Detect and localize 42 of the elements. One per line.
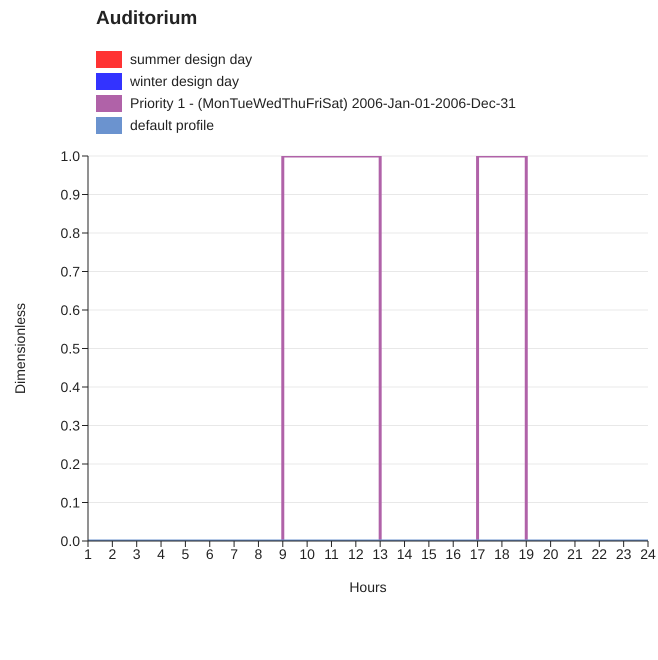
x-tick-label: 22 [592, 546, 608, 562]
legend-label: default profile [130, 117, 214, 133]
x-tick-label: 13 [372, 546, 388, 562]
x-axis-title: Hours [349, 579, 387, 595]
y-tick-label: 0.8 [60, 224, 80, 241]
chart-title: Auditorium [96, 8, 198, 30]
x-tick-label: 8 [254, 546, 263, 562]
x-tick-label: 23 [616, 546, 632, 562]
x-tick-label: 12 [348, 546, 364, 562]
y-axis-title: Dimensionless [12, 302, 28, 394]
y-tick-label: 0.0 [60, 532, 80, 549]
x-tick-label: 14 [396, 546, 413, 562]
x-tick-label: 10 [299, 546, 316, 562]
x-tick-label: 5 [181, 546, 190, 562]
x-tick-label: 18 [494, 546, 510, 562]
legend-label: winter design day [130, 73, 239, 89]
x-tick-label: 7 [230, 546, 238, 562]
legend-label: summer design day [130, 51, 252, 67]
x-tick-label: 2 [108, 546, 116, 562]
y-tick-label: 0.3 [60, 417, 80, 434]
x-tick-label: 21 [567, 546, 583, 562]
x-tick-label: 4 [157, 546, 166, 562]
x-tick-label: 15 [421, 546, 437, 562]
x-tick-label: 3 [132, 546, 141, 562]
x-tick-label: 9 [278, 546, 287, 562]
legend-label: Priority 1 - (MonTueWedThuFriSat) 2006-Jan-01-2006-Dec-31 [130, 95, 516, 111]
y-tick-label: 0.5 [60, 340, 80, 356]
y-tick-label: 0.9 [60, 186, 80, 202]
x-tick-label: 19 [518, 546, 534, 562]
x-tick-label: 17 [470, 546, 486, 562]
y-tick-label: 1.0 [60, 148, 80, 164]
y-tick-label: 0.7 [60, 263, 80, 280]
y-tick-label: 0.2 [60, 456, 80, 472]
x-tick-label: 24 [640, 546, 656, 562]
x-tick-label: 6 [206, 546, 214, 562]
x-tick-label: 20 [542, 546, 559, 562]
y-tick-label: 0.6 [60, 302, 80, 318]
y-tick-label: 0.4 [60, 378, 80, 395]
x-tick-label: 1 [84, 546, 92, 562]
x-tick-label: 16 [445, 546, 462, 562]
x-tick-label: 11 [324, 546, 339, 562]
y-tick-label: 0.1 [60, 494, 80, 510]
